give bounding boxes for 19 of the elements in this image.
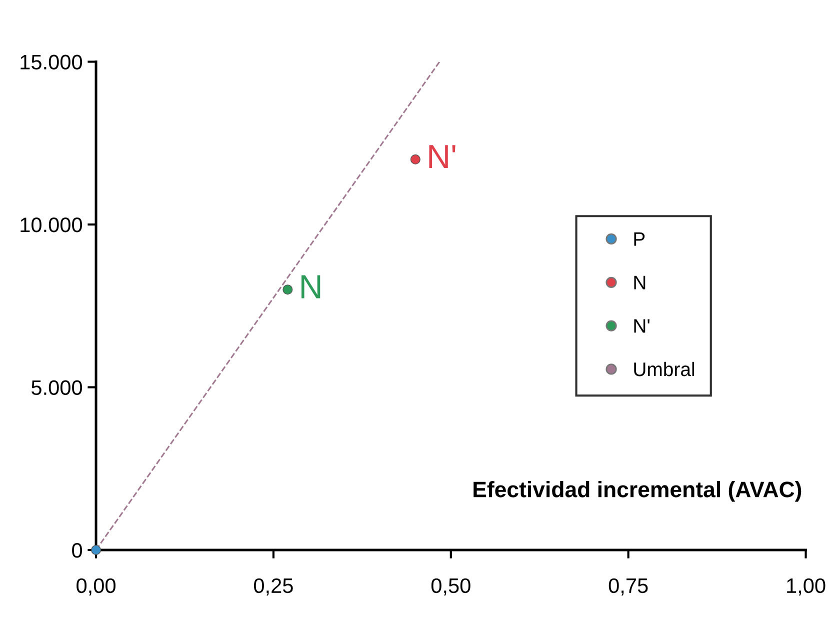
x-tick-label: 0,50: [431, 578, 470, 596]
x-axis-title: Efectividad incremental (AVAC): [474, 481, 802, 502]
point: [410, 154, 420, 164]
x-tick-label: 1,00: [787, 578, 826, 596]
y-tick-label: 0: [72, 542, 82, 558]
y-tick-label: 15.000: [20, 54, 82, 70]
legend-label: P: [634, 232, 645, 246]
point: [91, 544, 102, 555]
legend-label: N: [634, 276, 646, 290]
point: [282, 284, 293, 295]
legend-label: Umbral: [634, 362, 694, 376]
legend-label: N': [634, 319, 650, 333]
annotation: N: [302, 275, 320, 298]
annotation: N': [429, 145, 456, 168]
y-tick-label: 5.000: [32, 380, 82, 395]
x-tick-label: 0,75: [608, 578, 648, 596]
x-tick-label: 0,25: [254, 578, 293, 596]
y-tick-label: 10.000: [20, 217, 82, 232]
x-tick-label: 0,00: [76, 578, 116, 596]
